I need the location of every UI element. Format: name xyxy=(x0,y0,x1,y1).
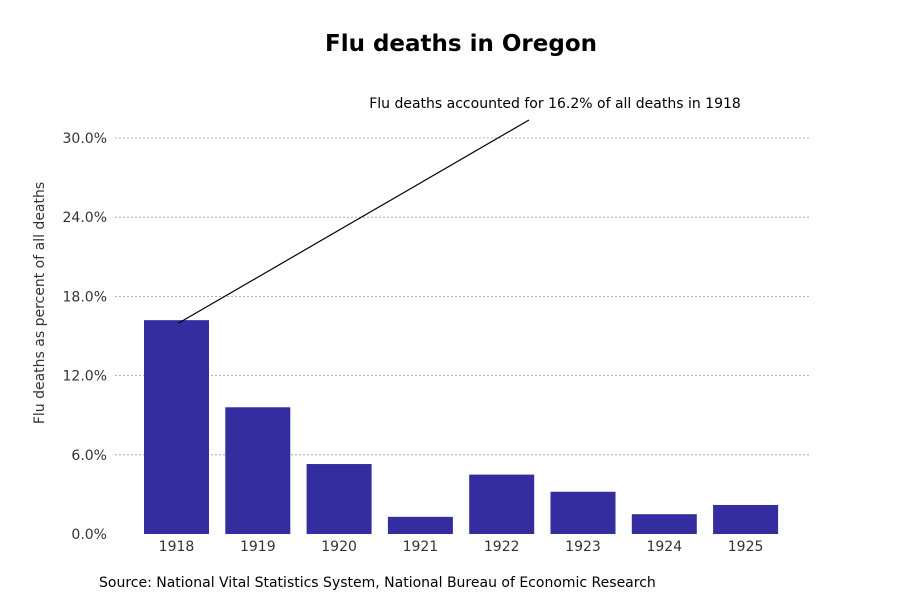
y-axis-ticks: 0.0% 6.0% 12.0% 18.0% 24.0% 30.0% xyxy=(63,131,107,543)
x-tick-label: 1922 xyxy=(484,539,520,555)
bar-1925 xyxy=(713,504,779,534)
bar-1922 xyxy=(469,474,535,534)
bars xyxy=(144,320,779,534)
y-tick-label: 24.0% xyxy=(63,210,107,226)
annotation-arrow xyxy=(178,119,530,324)
x-tick-label: 1925 xyxy=(728,539,764,555)
y-tick-label: 6.0% xyxy=(71,448,107,464)
source-note: Source: National Vital Statistics System… xyxy=(99,575,656,591)
x-tick-label: 1921 xyxy=(403,539,439,555)
bar-1918 xyxy=(144,320,209,534)
chart-title: Flu deaths in Oregon xyxy=(325,31,597,57)
bar-1921 xyxy=(387,516,453,534)
y-tick-label: 12.0% xyxy=(63,369,107,385)
x-tick-label: 1923 xyxy=(565,539,601,555)
gridlines xyxy=(115,137,809,456)
annotation-text: Flu deaths accounted for 16.2% of all de… xyxy=(369,96,741,112)
bar-1920 xyxy=(306,464,372,534)
x-tick-label: 1919 xyxy=(240,539,276,555)
y-tick-label: 30.0% xyxy=(63,131,107,147)
y-axis-label: Flu deaths as percent of all deaths xyxy=(32,182,48,424)
y-tick-label: 0.0% xyxy=(71,527,107,543)
x-tick-label: 1924 xyxy=(646,539,682,555)
bar-1919 xyxy=(225,407,291,534)
x-axis-ticks: 1918 1919 1920 1921 1922 1923 1924 1925 xyxy=(159,539,764,555)
x-tick-label: 1918 xyxy=(159,539,195,555)
y-tick-label: 18.0% xyxy=(63,289,107,305)
bar-1923 xyxy=(550,491,616,534)
x-tick-label: 1920 xyxy=(321,539,357,555)
bar-1924 xyxy=(631,514,697,534)
